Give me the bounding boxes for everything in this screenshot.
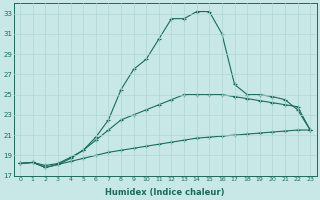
X-axis label: Humidex (Indice chaleur): Humidex (Indice chaleur)	[106, 188, 225, 197]
